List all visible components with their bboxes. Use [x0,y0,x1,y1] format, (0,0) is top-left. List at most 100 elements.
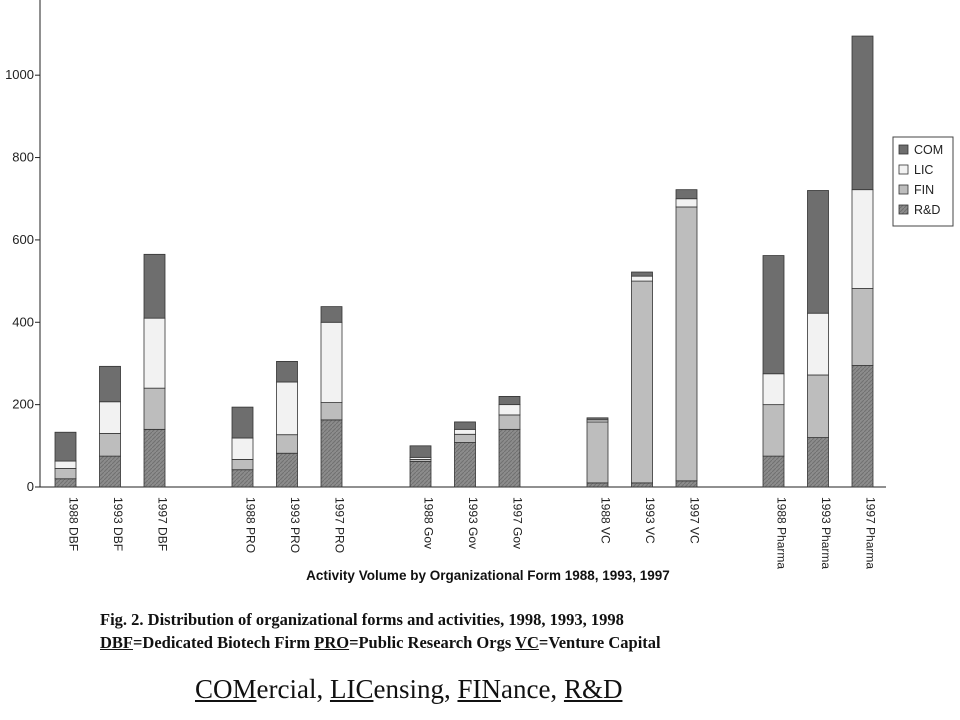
rd-label: R&D [563,674,623,704]
lic-abbreviation: LIC [329,674,374,704]
x-tick-label: 1988 VC [599,497,613,544]
x-axis-labels: 1988 DBF 1993 DBF 1997 DBF 1988 PRO 1993 PRO… [67,497,878,569]
bar-segment-rd [586,482,609,488]
x-tick-label: 1993 DBF [111,497,125,551]
bar-segment-fin [54,468,77,480]
bar-segment-rd [320,419,343,488]
dbf-definition: =Dedicated Biotech Firm [133,633,315,652]
bar-segment-rd [231,469,254,488]
bar-segment-fin [99,433,121,457]
bar-segment-rd [143,428,166,488]
lic-rest: ensing, [373,674,458,704]
bar-segment-rd [54,478,77,488]
bar-segment-com [851,35,874,191]
bar-segment-lic [807,312,829,376]
bar-segment-rd [675,480,698,488]
bar-segment-lic [54,460,77,469]
bar-segment-com [54,431,77,462]
bar-segment-lic [762,373,785,406]
bar-segment-rd [807,437,829,488]
bar-segment-fin [320,402,343,421]
x-tick-label: 1997 Pharma [864,497,878,569]
bar-segment-lic [631,275,653,282]
com-rest: ercial, [256,674,330,704]
x-tick-label: 1988 Pharma [775,497,789,569]
bar-segment-com [99,365,121,403]
stacked-bar-chart: 0 200 400 600 800 1000 1988 DBF 1993 DBF 1997 D… [5,0,954,583]
bar-segment-lic [498,404,521,416]
x-tick-label: 1997 VC [688,497,702,544]
bar-segment-lic [143,317,166,389]
bar-segment-lic [454,428,476,435]
legend: COM LIC FIN R&D [892,136,954,227]
bar-segment-com [143,253,166,319]
y-tick-label: 200 [12,397,34,412]
y-tick-label: 400 [12,314,34,329]
pro-abbreviation: PRO [314,633,350,652]
caption-line-1: Fig. 2. Distribution of organizational f… [100,610,624,629]
x-axis-title: Activity Volume by Organizational Form 1… [306,568,670,583]
x-tick-label: 1993 Pharma [819,497,833,569]
x-tick-label: 1988 DBF [67,497,81,551]
bar-segment-lic [320,321,343,403]
y-axis: 0 200 400 600 800 1000 [5,0,886,494]
x-tick-label: 1997 PRO [333,497,347,553]
x-tick-label: 1997 Gov [511,497,525,549]
bar-segment-rd [762,455,785,488]
legend-swatch-fin [898,184,909,195]
legend-swatch-lic [898,164,909,175]
bar-segment-lic [675,198,698,208]
vc-definition: =Venture Capital [538,633,661,652]
x-tick-label: 1993 PRO [288,497,302,553]
bar-segment-fin [807,374,829,438]
y-tick-label: 800 [12,150,34,165]
bar-segment-fin [631,280,653,484]
bar-segment-rd [631,482,653,488]
caption-line-2: DBF=Dedicated Biotech Firm PRO=Public Re… [100,631,840,654]
bar-segment-lic [851,189,874,289]
y-tick-label: 0 [27,479,34,494]
bar-segment-com [454,421,476,430]
pro-definition: =Public Research Orgs [349,633,516,652]
x-tick-label: 1993 Gov [466,497,480,549]
bar-segment-com [675,189,698,200]
bar-segment-fin [143,387,166,430]
bar-segment-fin [276,434,298,454]
fin-rest: ance, [500,674,564,704]
bar-segment-fin [498,414,521,430]
bar-segment-lic [276,381,298,436]
bar-segment-fin [231,459,254,471]
bar-segment-com [409,445,432,458]
bar-segment-com [498,395,521,406]
bar-segment-lic [231,437,254,460]
bar-segment-fin [454,433,476,443]
bar-segment-fin [762,404,785,457]
bar-segment-rd [498,428,521,488]
bar-segment-com [231,406,254,439]
bar-segment-rd [409,461,432,488]
bar-segment-com [276,360,298,383]
com-abbreviation: COM [195,674,257,704]
bar-segment-com [631,271,653,277]
bar-segment-com [586,417,609,421]
figure-caption: Fig. 2. Distribution of organizational f… [100,608,840,654]
x-tick-label: 1988 PRO [244,497,258,553]
legend-swatch-com [898,144,909,155]
bar-segment-com [320,306,343,323]
bar-segment-com [807,190,829,314]
legend-label: LIC [914,163,933,177]
y-tick-label: 600 [12,232,34,247]
x-tick-label: 1988 Gov [422,497,436,549]
legend-swatch-rd [898,204,909,215]
x-tick-label: 1997 DBF [156,497,170,551]
bar-segment-rd [99,455,121,488]
bar-segment-fin [586,421,609,484]
legend-label: COM [914,143,943,157]
bar-segment-rd [851,365,874,488]
activity-legend-line: COMercial, LICensing, FINance, R&D [195,674,622,705]
vc-abbreviation: VC [515,633,539,652]
bars [54,35,874,488]
bar-segment-rd [454,442,476,488]
fin-abbreviation: FIN [457,674,501,704]
dbf-abbreviation: DBF [100,633,133,652]
